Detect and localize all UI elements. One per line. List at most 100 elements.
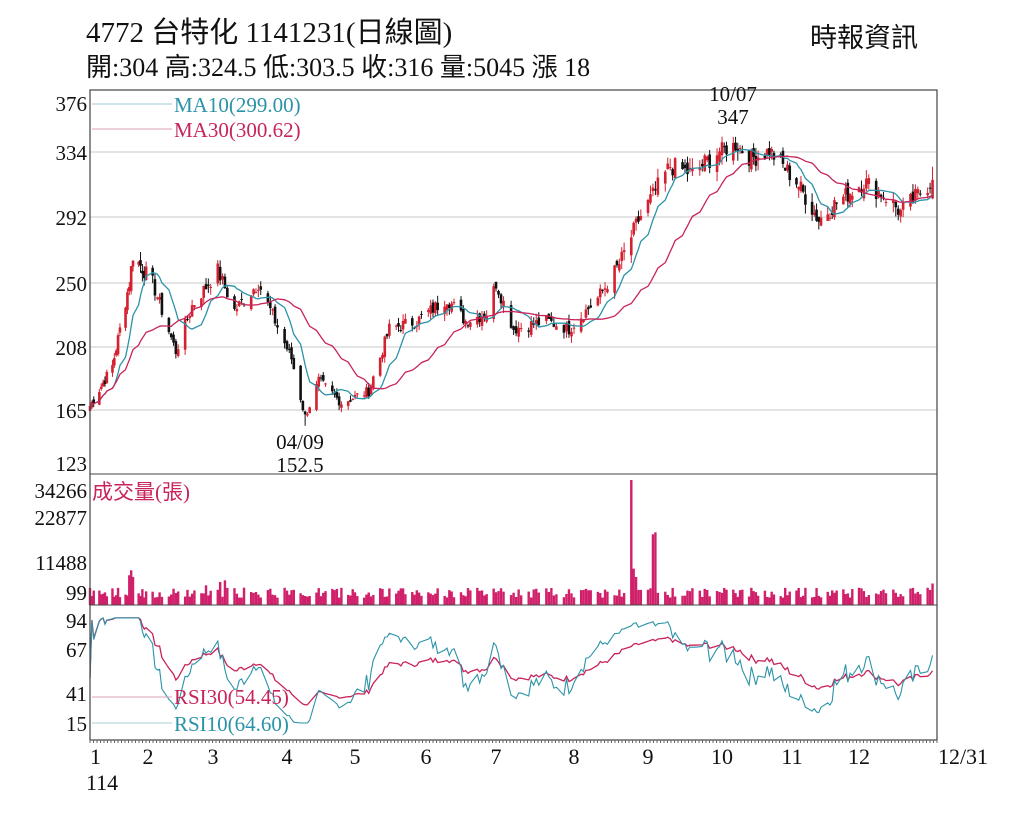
candle <box>622 250 626 253</box>
candle <box>788 165 792 181</box>
candle <box>299 365 302 401</box>
volume-bar <box>603 589 607 605</box>
candle <box>448 304 451 309</box>
candle <box>126 292 129 311</box>
candle <box>637 216 640 222</box>
volume-bar <box>367 592 370 605</box>
candle <box>705 156 709 161</box>
candle <box>877 191 880 197</box>
volume-bar <box>752 591 755 605</box>
volume-bar <box>306 596 309 605</box>
candle <box>158 297 161 300</box>
volume-bar <box>235 593 239 605</box>
candle <box>848 194 852 204</box>
volume-bar <box>535 588 538 605</box>
volume-bar <box>666 594 669 605</box>
volume-bar <box>204 585 208 605</box>
volume-bar <box>750 587 753 605</box>
volume-bar <box>308 596 311 605</box>
volume-bar <box>118 597 122 605</box>
volume-bar <box>226 587 229 605</box>
candle <box>509 305 513 328</box>
candle <box>842 196 845 205</box>
candle <box>129 266 133 291</box>
volume-bar <box>517 589 520 605</box>
candle <box>529 321 533 335</box>
candle <box>445 304 449 311</box>
volume-bar <box>738 590 742 605</box>
candle <box>124 307 127 328</box>
candle <box>259 286 263 290</box>
candle <box>587 307 590 310</box>
high-value-annotation: 347 <box>717 105 749 129</box>
volume-bar <box>269 588 272 605</box>
candle <box>879 194 883 198</box>
volume-bar <box>874 593 878 605</box>
volume-bar <box>445 597 449 605</box>
candle <box>804 194 807 205</box>
volume-bar <box>347 594 350 605</box>
candle <box>237 301 241 307</box>
volume-bar <box>833 592 836 605</box>
volume-bar <box>340 587 343 605</box>
volume-bar <box>143 597 146 605</box>
candle <box>646 200 650 213</box>
candle <box>795 178 798 185</box>
volume-bar <box>105 596 109 605</box>
candle <box>537 317 541 326</box>
candle <box>570 331 573 337</box>
volume-bar <box>831 590 834 605</box>
volume-bar <box>817 595 820 605</box>
candle <box>155 297 159 299</box>
candle <box>634 218 638 223</box>
volume-bar <box>448 590 451 605</box>
volume-bar <box>867 595 871 605</box>
candle <box>283 328 286 344</box>
candle <box>703 155 707 172</box>
candle <box>601 289 604 291</box>
candle <box>813 212 816 215</box>
candle <box>290 347 293 360</box>
candle <box>532 323 536 325</box>
candle <box>654 189 657 191</box>
volume-bar <box>589 590 592 605</box>
candle <box>113 358 116 366</box>
volume-bar <box>480 590 484 605</box>
candle <box>476 317 479 325</box>
candle <box>183 318 187 350</box>
candle <box>846 182 850 202</box>
candle <box>851 195 854 200</box>
volume-bar <box>723 587 726 605</box>
candle <box>101 382 105 387</box>
rsi-tick-label: 41 <box>66 682 87 706</box>
volume-bar <box>795 590 798 605</box>
volume-bar <box>618 589 621 605</box>
candle <box>174 341 178 355</box>
high-date-annotation: 10/07 <box>709 82 757 106</box>
candle <box>480 317 484 326</box>
price-tick-label: 334 <box>56 141 88 165</box>
volume-bar <box>664 591 667 605</box>
volume-bar <box>865 597 868 605</box>
volume-bar <box>701 596 704 605</box>
candle <box>271 309 274 311</box>
volume-bar <box>319 596 323 605</box>
candle <box>683 164 687 169</box>
ma30-legend: MA30(300.62) <box>174 118 301 142</box>
volume-bar <box>784 587 787 605</box>
volume-bar <box>240 597 243 605</box>
volume-tick-label: 22877 <box>35 506 88 530</box>
volume-bar <box>494 592 498 605</box>
candle <box>202 285 206 298</box>
volume-bar <box>128 575 131 605</box>
candle <box>388 323 391 336</box>
volume-bar <box>381 588 384 605</box>
candle <box>92 399 96 404</box>
volume-bar <box>257 594 260 605</box>
volume-bar <box>877 594 880 605</box>
candle <box>598 288 602 298</box>
volume-bar <box>683 595 687 605</box>
candle <box>160 292 164 315</box>
volume-bar <box>770 591 773 605</box>
